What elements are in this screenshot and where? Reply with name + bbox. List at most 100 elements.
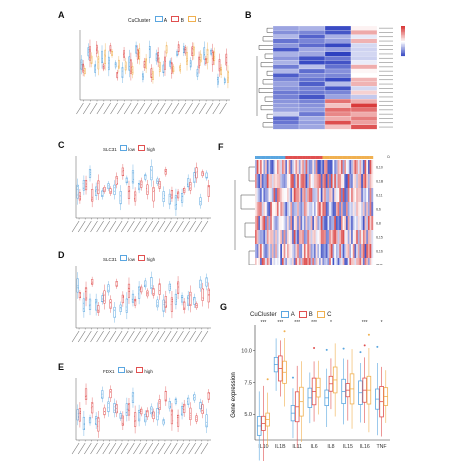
- heatmap-cell: [260, 244, 262, 258]
- heatmap-cell: [260, 160, 262, 174]
- box: [165, 45, 168, 54]
- heatmap-cell: [315, 160, 318, 174]
- box-point: [87, 51, 89, 53]
- heatmap-cell: [270, 230, 273, 244]
- box-point: [114, 316, 116, 318]
- heatmap-cell: [260, 216, 262, 230]
- box-point: [107, 66, 109, 68]
- panel-a-legend-item-b: B: [180, 18, 184, 24]
- box-point: [114, 185, 116, 187]
- box-point: [169, 406, 171, 408]
- x-tick-label: [169, 442, 178, 455]
- box-point: [91, 199, 93, 201]
- heatmap-cell: [324, 124, 352, 130]
- heatmap-cell: [272, 77, 300, 82]
- heatmap-cell: [283, 216, 286, 230]
- heatmap-cell: [265, 202, 267, 216]
- annotation-cell: [367, 156, 370, 159]
- box-point: [134, 194, 136, 196]
- box-point: [120, 416, 122, 418]
- x-tick-label: [219, 102, 227, 115]
- box-point: [164, 169, 166, 171]
- heatmap-cell: [329, 244, 332, 258]
- heatmap-cell: [350, 120, 378, 125]
- heatmap-cell: [339, 244, 342, 258]
- heatmap-cell: [292, 174, 294, 188]
- box-point: [152, 188, 154, 190]
- panel-g: G CuCluster A B C Gene expression 5.0 7.5…: [220, 300, 400, 465]
- box-point: [177, 192, 179, 194]
- heatmap-cell: [352, 216, 355, 230]
- box-point: [83, 308, 85, 310]
- heatmap-cell: [329, 230, 332, 244]
- heatmap-cell: [300, 160, 303, 174]
- x-tick-label: [84, 442, 92, 455]
- box-point: [208, 294, 210, 296]
- box-point: [102, 65, 104, 67]
- heatmap-cell: [293, 160, 296, 174]
- heatmap-cell: [265, 174, 267, 188]
- box-point: [182, 187, 184, 189]
- box-point: [184, 49, 186, 51]
- box-point: [143, 60, 145, 62]
- dendrogram-branch: [266, 113, 273, 119]
- heatmap-cell: [303, 230, 306, 244]
- box-point: [201, 297, 203, 299]
- box-point: [143, 65, 145, 67]
- heatmap-cell: [281, 160, 284, 174]
- y-tick-label: 7.5: [244, 380, 252, 386]
- box-point: [187, 303, 189, 305]
- heatmap-cell: [312, 230, 315, 244]
- heatmap-cell: [266, 202, 269, 216]
- heatmap-cell: [305, 174, 308, 188]
- heatmap-cell: [265, 188, 267, 202]
- x-tick-label: [151, 220, 160, 233]
- x-tick-label: [71, 220, 80, 233]
- annotation-cell: [329, 156, 332, 159]
- heatmap-cell: [362, 188, 365, 202]
- box-point: [108, 185, 110, 187]
- box-point: [144, 284, 146, 286]
- x-tick-label: [145, 330, 153, 343]
- outlier-point: [342, 347, 345, 350]
- heatmap-cell: [300, 244, 303, 258]
- heatmap-cell: [325, 216, 328, 230]
- box-point: [157, 301, 159, 303]
- box-point: [159, 68, 161, 70]
- heatmap-cell: [298, 111, 326, 117]
- box-point: [193, 397, 195, 399]
- box: [150, 68, 153, 78]
- box: [88, 298, 92, 311]
- box-point: [144, 419, 146, 421]
- panel-g-plot: Gene expression 5.07.510.0IL10***IL1B***…: [231, 320, 390, 461]
- heatmap-cell: [270, 258, 273, 265]
- box-point: [91, 283, 93, 285]
- box-point: [217, 81, 219, 83]
- box: [199, 401, 202, 410]
- heatmap-cell: [272, 107, 300, 113]
- heatmap-cell: [364, 174, 367, 188]
- box-point: [116, 177, 118, 179]
- box: [177, 414, 180, 427]
- heatmap-cell: [300, 230, 303, 244]
- heatmap-cell: [347, 174, 350, 188]
- box-point: [153, 190, 155, 192]
- box-point: [205, 284, 207, 286]
- heatmap-cell: [330, 202, 333, 216]
- heatmap-cell: [258, 188, 261, 202]
- heatmap-cell: [319, 258, 321, 265]
- box-point: [198, 57, 200, 59]
- annotation-cell: [307, 156, 310, 159]
- heatmap-cell: [354, 258, 357, 265]
- box-point: [125, 66, 127, 68]
- box-point: [206, 58, 208, 60]
- heatmap-cell: [275, 258, 278, 265]
- box: [174, 195, 177, 210]
- box-point: [157, 408, 159, 410]
- heatmap-cell: [268, 230, 271, 244]
- box: [152, 187, 155, 202]
- panel-c-boxes: [71, 156, 211, 233]
- annotation-cell: [293, 156, 296, 159]
- box-point: [101, 393, 103, 395]
- box: [162, 299, 165, 312]
